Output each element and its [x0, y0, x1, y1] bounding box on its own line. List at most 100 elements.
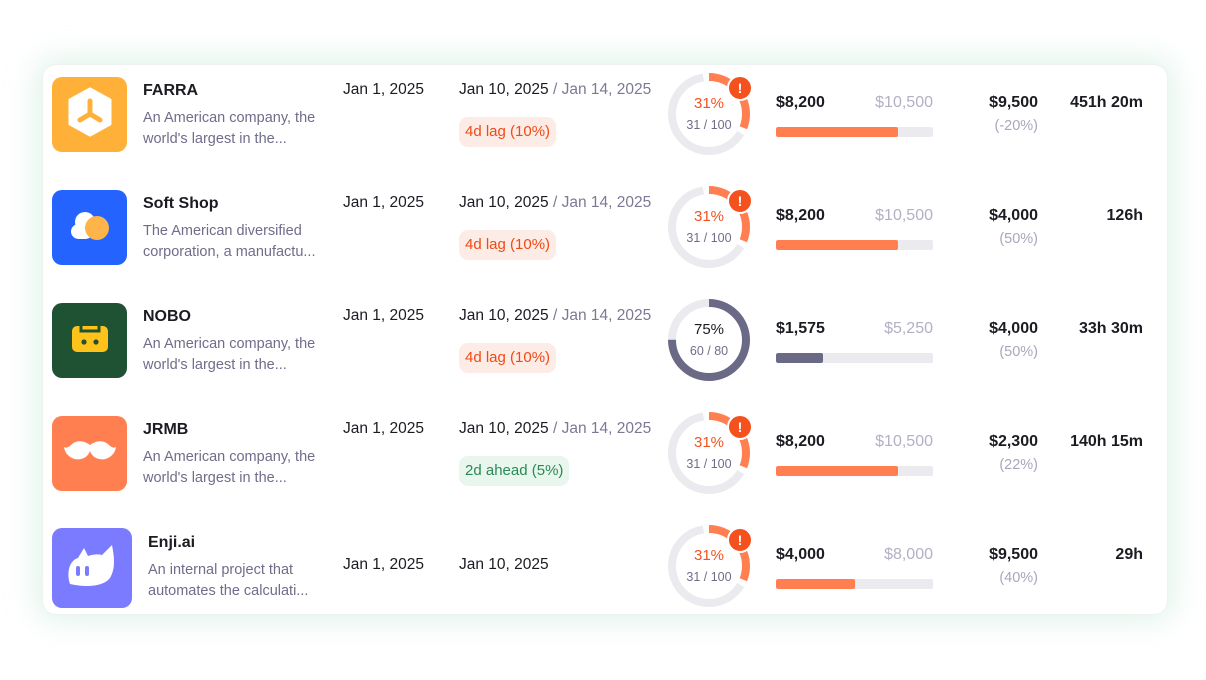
forecast-amount: $9,500 — [989, 94, 1038, 111]
actual-end-date: Jan 10, 2025 — [459, 420, 549, 437]
date-separator: / — [552, 307, 558, 324]
forecast-amount: $4,000 — [989, 207, 1038, 224]
budget-amount: $8,000 — [884, 546, 933, 563]
progress-fraction: 31 / 100 — [686, 570, 732, 584]
date-separator: / — [552, 194, 558, 211]
budget-progress-fill — [776, 127, 899, 137]
hexagon-tri-icon — [67, 87, 113, 142]
planned-end-date: Jan 14, 2025 — [561, 307, 652, 324]
planned-end-date: Jan 14, 2025 — [561, 420, 652, 437]
project-row[interactable]: FARRA An American company, the world's l… — [43, 65, 1167, 178]
planned-end-date: Jan 14, 2025 — [561, 194, 652, 211]
schedule-status-badge: 4d lag (10%) — [459, 230, 557, 260]
spent-amount: $1,575 — [776, 320, 825, 337]
project-row[interactable]: Soft Shop The American diversified corpo… — [43, 178, 1167, 291]
date-separator: / — [552, 81, 558, 98]
project-description: An American company, the world's largest… — [143, 336, 316, 373]
progress-percent: 31% — [693, 547, 725, 564]
mustache-icon — [63, 439, 117, 468]
progress-fraction: 31 / 100 — [686, 118, 732, 132]
project-logo — [52, 190, 127, 265]
budget-amount: $10,500 — [875, 207, 933, 224]
start-date: Jan 1, 2025 — [343, 81, 425, 98]
start-date: Jan 1, 2025 — [343, 307, 425, 324]
planned-end-date: Jan 14, 2025 — [561, 81, 652, 98]
schedule-status-badge: 4d lag (10%) — [459, 117, 557, 147]
budget-progress-bar — [776, 466, 933, 476]
alert-icon[interactable]: ! — [727, 75, 753, 101]
schedule-status-badge: 2d ahead (5%) — [459, 456, 570, 486]
progress-percent: 31% — [693, 95, 725, 112]
project-row[interactable]: Enji.ai An internal project that automat… — [43, 517, 1167, 630]
progress-donut — [666, 297, 752, 383]
forecast-amount: $4,000 — [989, 320, 1038, 337]
alert-icon[interactable]: ! — [727, 527, 753, 553]
donut-progress-arc — [668, 525, 750, 607]
project-logo — [52, 416, 127, 491]
project-name[interactable]: Enji.ai — [148, 534, 196, 551]
project-name[interactable]: FARRA — [143, 82, 199, 99]
project-description: An American company, the world's largest… — [143, 449, 316, 486]
forecast-delta: (-20%) — [994, 118, 1038, 134]
hours-logged: 126h — [1106, 207, 1143, 224]
progress-percent: 75% — [693, 321, 725, 338]
project-logo — [52, 528, 132, 608]
budget-progress-fill — [776, 353, 824, 363]
actual-end-date: Jan 10, 2025 — [459, 81, 549, 98]
project-name[interactable]: JRMB — [143, 421, 189, 438]
donut-progress-arc — [668, 299, 750, 381]
hours-logged: 29h — [1115, 546, 1143, 563]
progress-donut — [666, 184, 752, 270]
alert-icon[interactable]: ! — [727, 188, 753, 214]
budget-progress-bar — [776, 353, 933, 363]
end-date: Jan 10, 2025 / Jan 14, 2025 — [459, 194, 651, 212]
hours-logged: 451h 20m — [1070, 94, 1143, 111]
project-logo — [52, 77, 127, 152]
project-row[interactable]: JRMB An American company, the world's la… — [43, 404, 1167, 517]
budget-progress-fill — [776, 579, 855, 589]
donut-track — [668, 412, 750, 494]
actual-end-date: Jan 10, 2025 — [459, 194, 549, 211]
budget-progress-fill — [776, 466, 899, 476]
cassette-icon — [70, 322, 110, 359]
spent-amount: $8,200 — [776, 433, 825, 450]
budget-amount: $10,500 — [875, 94, 933, 111]
spent-amount: $8,200 — [776, 207, 825, 224]
project-description: An internal project that automates the c… — [148, 562, 309, 599]
spent-amount: $8,200 — [776, 94, 825, 111]
forecast-amount: $9,500 — [989, 546, 1038, 563]
cloud-icon — [67, 208, 113, 247]
progress-donut — [666, 410, 752, 496]
alert-icon[interactable]: ! — [727, 414, 753, 440]
forecast-delta: (40%) — [999, 570, 1038, 586]
cat-icon — [64, 542, 120, 595]
budget-progress-fill — [776, 240, 899, 250]
donut-track — [668, 186, 750, 268]
project-name[interactable]: NOBO — [143, 308, 191, 325]
project-description: The American diversified corporation, a … — [143, 223, 316, 260]
progress-fraction: 31 / 100 — [686, 231, 732, 245]
end-date: Jan 10, 2025 / Jan 14, 2025 — [459, 81, 651, 99]
progress-donut — [666, 71, 752, 157]
actual-end-date: Jan 10, 2025 — [459, 307, 549, 324]
donut-progress-arc — [668, 73, 750, 155]
donut-progress-arc — [668, 186, 750, 268]
forecast-delta: (50%) — [999, 231, 1038, 247]
project-row[interactable]: NOBO An American company, the world's la… — [43, 291, 1167, 404]
progress-percent: 31% — [693, 434, 725, 451]
project-name[interactable]: Soft Shop — [143, 195, 219, 212]
progress-percent: 31% — [693, 208, 725, 225]
project-description: An American company, the world's largest… — [143, 110, 316, 147]
progress-donut — [666, 523, 752, 609]
date-separator: / — [552, 420, 558, 437]
progress-fraction: 31 / 100 — [686, 457, 732, 471]
hours-logged: 140h 15m — [1070, 433, 1143, 450]
budget-progress-bar — [776, 127, 933, 137]
end-date: Jan 10, 2025 — [459, 556, 549, 574]
forecast-delta: (22%) — [999, 457, 1038, 473]
forecast-delta: (50%) — [999, 344, 1038, 360]
schedule-status-badge: 4d lag (10%) — [459, 343, 557, 373]
hours-logged: 33h 30m — [1078, 320, 1143, 337]
budget-amount: $5,250 — [884, 320, 933, 337]
start-date: Jan 1, 2025 — [343, 194, 425, 211]
